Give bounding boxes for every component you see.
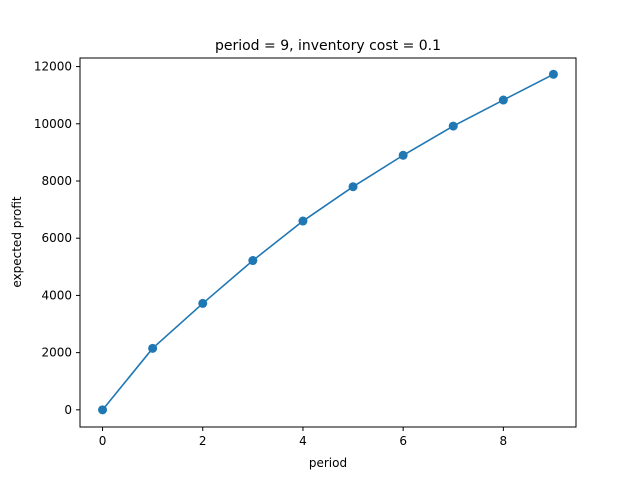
data-point — [198, 298, 208, 308]
data-point — [348, 182, 358, 192]
data-point — [548, 69, 558, 79]
y-tick-label: 12000 — [34, 60, 72, 74]
y-tick-label: 10000 — [34, 117, 72, 131]
data-point — [448, 121, 458, 131]
data-point — [398, 150, 408, 160]
y-tick-label: 0 — [64, 403, 72, 417]
y-axis-label: expected profit — [10, 196, 24, 288]
y-tick-label: 8000 — [41, 174, 72, 188]
x-tick-label: 2 — [199, 434, 207, 448]
x-tick-label: 0 — [99, 434, 107, 448]
y-tick-label: 2000 — [41, 346, 72, 360]
x-tick-label: 4 — [299, 434, 307, 448]
data-series — [98, 69, 558, 415]
y-tick-label: 4000 — [41, 288, 72, 302]
data-point — [498, 95, 508, 105]
y-tick-label: 6000 — [41, 231, 72, 245]
data-point — [148, 343, 158, 353]
chart-title: period = 9, inventory cost = 0.1 — [215, 38, 441, 54]
series-line — [101, 73, 554, 411]
x-tick-label: 6 — [399, 434, 407, 448]
data-point — [298, 216, 308, 226]
x-tick-label: 8 — [500, 434, 508, 448]
axes-frame — [79, 57, 577, 428]
y-axis-ticks: 0 2000 4000 6000 8000 10000 12000 — [34, 60, 80, 417]
x-axis-label: period — [309, 456, 347, 470]
data-point — [98, 405, 108, 415]
data-point — [248, 256, 258, 266]
x-axis-ticks: 0 2 4 6 8 — [99, 427, 507, 448]
